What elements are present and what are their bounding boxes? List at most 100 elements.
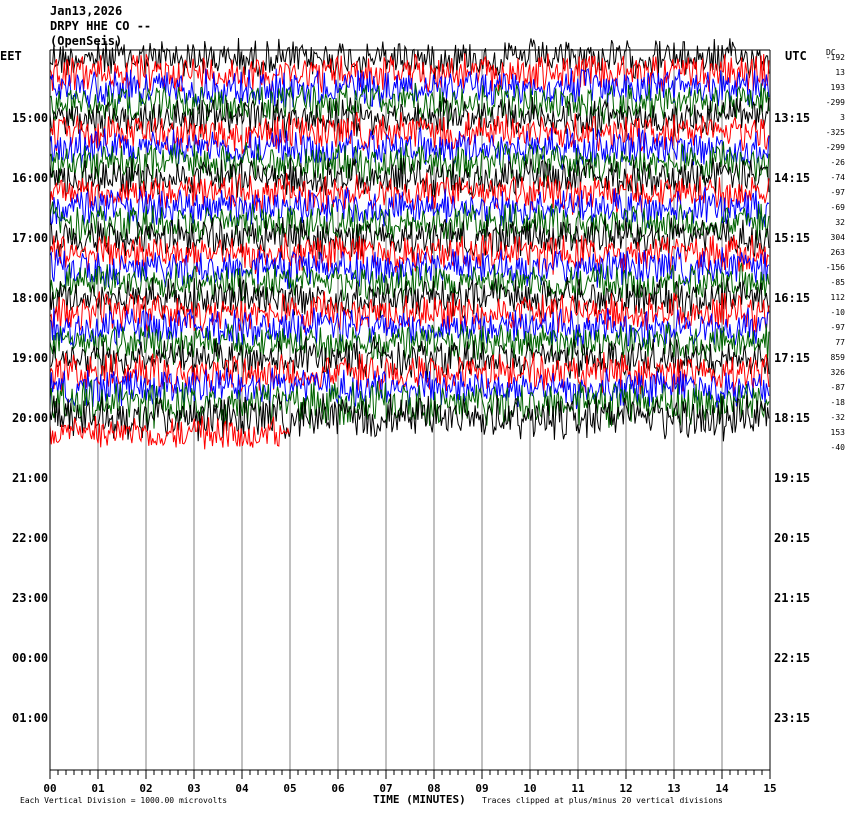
x-tick-label: 06 [331,782,345,795]
x-tick-label: 03 [187,782,200,795]
trace-line [49,379,770,429]
right-hour-label: 17:15 [774,351,810,365]
left-hour-label: 23:00 [12,591,48,605]
seismic-traces [49,37,770,450]
dc-offset-label: 3 [840,113,845,122]
trace-line [49,186,770,229]
trace-line [49,322,770,365]
right-hour-label: 21:15 [774,591,810,605]
left-hour-label: 00:00 [12,651,48,665]
dc-offset-label: -74 [831,173,846,182]
dc-offset-labels: -192 13 193 -299 3 -325 -299 -26 -74 -97 -69 32 304 2… [826,53,845,452]
dc-offset-label: 153 [831,428,846,437]
x-tick-label: 12 [619,782,632,795]
right-hour-label: 19:15 [774,471,810,485]
scale-note: Each Vertical Division = 1000.00 microvo… [20,796,228,805]
x-tick-label: 09 [475,782,488,795]
x-tick-label: 10 [523,782,536,795]
dc-offset-label: -26 [831,158,846,167]
left-hour-label: 20:00 [12,411,48,425]
dc-offset-label: -85 [831,278,846,287]
clip-note: Traces clipped at plus/minus 20 vertical… [482,796,723,805]
left-hour-label: 15:00 [12,111,48,125]
dc-offset-label: -32 [831,413,846,422]
dc-offset-label: -97 [831,323,846,332]
trace-line [49,232,770,275]
trace-line [49,67,770,109]
trace-line [49,201,770,245]
x-tick-label: 08 [427,782,440,795]
dc-offset-label: -299 [826,143,845,152]
trace-line [49,415,290,450]
right-hour-labels: 13:15 14:15 15:15 16:15 17:15 18:15 19:15 20:15… [774,111,810,725]
trace-line [49,217,770,260]
station-label: DRPY HHE CO -- [50,19,152,33]
dc-offset-label: 77 [835,338,845,347]
right-hour-label: 14:15 [774,171,810,185]
dc-offset-label: 32 [835,218,845,227]
dc-offset-label: -97 [831,188,846,197]
x-axis-title: TIME (MINUTES) [373,793,466,806]
x-tick-label: 11 [571,782,585,795]
trace-line [49,82,770,125]
trace-line [49,172,770,215]
trace-line [49,247,770,290]
left-hour-label: 18:00 [12,291,48,305]
left-hour-label: 19:00 [12,351,48,365]
dc-offset-label: 13 [835,68,845,77]
trace-line [49,157,770,199]
left-hour-label: 21:00 [12,471,48,485]
dc-offset-label: -69 [831,203,846,212]
dc-offset-label: -40 [831,443,846,452]
x-tick-labels: 00 01 02 03 04 05 06 07 08 09 10 11 12 13 14 15 [43,782,776,795]
dc-offset-label: 112 [831,293,846,302]
x-tick-label: 13 [667,782,680,795]
date-label: Jan13,2026 [50,4,123,18]
x-tick-label: 01 [91,782,105,795]
right-hour-label: 22:15 [774,651,810,665]
x-tick-label: 07 [379,782,392,795]
dc-offset-label: -87 [831,383,846,392]
dc-offset-label: 326 [831,368,846,377]
axes [49,50,771,779]
dc-offset-label: 859 [831,353,846,362]
dc-offset-label: -156 [826,263,845,272]
dc-offset-label: -192 [826,53,845,62]
left-hour-label: 01:00 [12,711,48,725]
trace-line [49,127,770,170]
right-hour-label: 15:15 [774,231,810,245]
trace-line [49,262,770,303]
trace-line [49,393,770,442]
x-tick-label: 00 [43,782,56,795]
trace-line [49,141,770,185]
trace-line [49,37,770,80]
left-hour-label: 17:00 [12,231,48,245]
x-tick-label: 04 [235,782,249,795]
x-tick-label: 02 [139,782,152,795]
right-hour-label: 13:15 [774,111,810,125]
dc-offset-label: -10 [831,308,846,317]
dc-offset-label: -299 [826,98,845,107]
dc-offset-label: 263 [831,248,846,257]
x-tick-label: 14 [715,782,729,795]
x-tick-label: 15 [763,782,776,795]
trace-line [49,112,770,154]
trace-line [49,96,770,139]
right-timezone-label: UTC [785,49,807,63]
right-hour-label: 20:15 [774,531,810,545]
dc-title: DC [826,48,836,57]
dc-offset-label: 193 [831,83,846,92]
left-hour-label: 22:00 [12,531,48,545]
right-hour-label: 16:15 [774,291,810,305]
dc-offset-label: -18 [831,398,846,407]
x-tick-label: 05 [283,782,296,795]
right-hour-label: 18:15 [774,411,810,425]
trace-line [49,352,770,395]
left-timezone-label: EET [0,49,22,63]
dc-offset-label: 304 [831,233,846,242]
right-hour-label: 23:15 [774,711,810,725]
network-label: (OpenSeis) [50,34,123,48]
dc-offset-label: -325 [826,128,845,137]
left-hour-labels: 15:00 16:00 17:00 18:00 19:00 20:00 21:00 22:00… [12,111,48,725]
